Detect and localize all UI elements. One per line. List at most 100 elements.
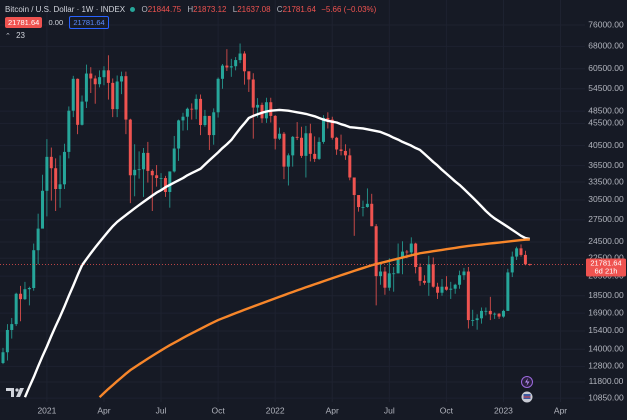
candle-body [519,248,523,255]
candle-body [98,77,102,85]
candle-body [348,155,352,178]
candle-body [133,169,137,176]
candle-body [242,53,246,72]
candle-body [475,318,479,321]
candle-body [444,286,448,290]
candle-body [295,136,299,138]
y-tick-label: 30500.00 [588,194,624,204]
grid [0,0,585,402]
candle-body [365,203,369,208]
x-tick-label: Apr [326,405,339,415]
y-tick-label: 18500.00 [588,290,624,300]
candle-body [54,168,58,190]
candle-body [458,275,462,285]
candle-body [229,66,233,68]
candle-body [343,150,347,156]
price-axis [585,0,627,420]
high-label: H [187,5,194,14]
x-tick-label: Jul [384,405,395,415]
change: −5.66 (−0.03%) [321,5,377,14]
moving-average [98,238,530,399]
candle-body [150,170,154,176]
y-tick-label: 16900.00 [588,307,624,317]
candle-body [488,310,492,315]
sell-price[interactable]: 21781.64 [5,17,43,28]
candle-body [203,115,207,126]
candle-body [326,117,330,120]
x-tick-label: Oct [440,405,454,415]
y-tick-label: 60500.00 [588,63,624,73]
candle-body [418,267,422,281]
buy-price[interactable]: 21781.64 [69,16,109,29]
candle-body [19,293,23,300]
collapse-icon[interactable]: ⌃ [5,33,11,40]
indicator-count[interactable]: 23 [16,31,26,40]
candle-body [36,228,40,251]
x-tick-label: Apr [554,405,567,415]
candle-body [273,115,277,139]
candle-body [493,313,497,315]
candle-body [480,310,484,319]
low-value: 21637.08 [237,5,271,14]
candle-body [484,310,488,312]
candle-body [120,76,124,82]
axes: 76000.00 68000.00 60500.00 54500.00 48500.00… [37,0,627,420]
tradingview-logo [6,388,24,397]
candle-body [431,264,435,287]
spread: 0.00 [48,18,64,27]
candle-body [335,137,339,150]
candle-body [379,271,383,277]
candle-body [409,243,413,253]
high-value: 21873.12 [193,5,227,14]
y-tick-label: 12800.00 [588,361,624,371]
countdown-label: 6d 21h [595,267,618,276]
candle-body [76,78,80,125]
candle-body [234,60,238,67]
candle-body [168,171,172,192]
x-tick-label: Oct [211,405,225,415]
candle-body [251,79,255,108]
candle-body [45,156,49,191]
candle-body [115,81,119,110]
candle-body [528,263,532,265]
candle-body [177,120,181,149]
candle-body [515,248,519,257]
candle-body [453,284,457,289]
candle-body [14,293,18,325]
candle-body [67,110,71,152]
candle-body [471,320,475,321]
candle-body [80,101,84,125]
candle-body [449,288,453,290]
open-label: O [141,5,148,14]
candle-body [146,152,150,171]
candle-body [313,153,317,159]
candle-body [106,70,110,83]
candle-body [392,273,396,275]
candle-body [501,310,505,317]
candle-body [440,286,444,293]
candle-body [102,70,106,78]
candle-body [278,133,282,139]
close-label: C [276,5,283,14]
candle-body [212,112,216,136]
price-tag [586,258,626,277]
candle-body [523,254,527,265]
candle-body [1,352,5,363]
candle-body [71,78,75,111]
candle-body [190,108,194,110]
y-tick-label: 45500.00 [588,118,624,128]
symbol[interactable]: Bitcoin / U.S. Dollar · 1W · INDEX [5,5,126,14]
candle-body [23,289,27,300]
candle-body [339,149,343,151]
event-icons[interactable] [521,376,533,403]
indicators-row[interactable]: ⌃ 23 [5,29,376,43]
candle-body [225,65,229,68]
y-tick-label: 40500.00 [588,140,624,150]
candle-body [282,133,286,167]
candle-body [49,156,53,169]
candle-body [155,175,159,179]
x-tick-label: 2022 [266,405,285,415]
